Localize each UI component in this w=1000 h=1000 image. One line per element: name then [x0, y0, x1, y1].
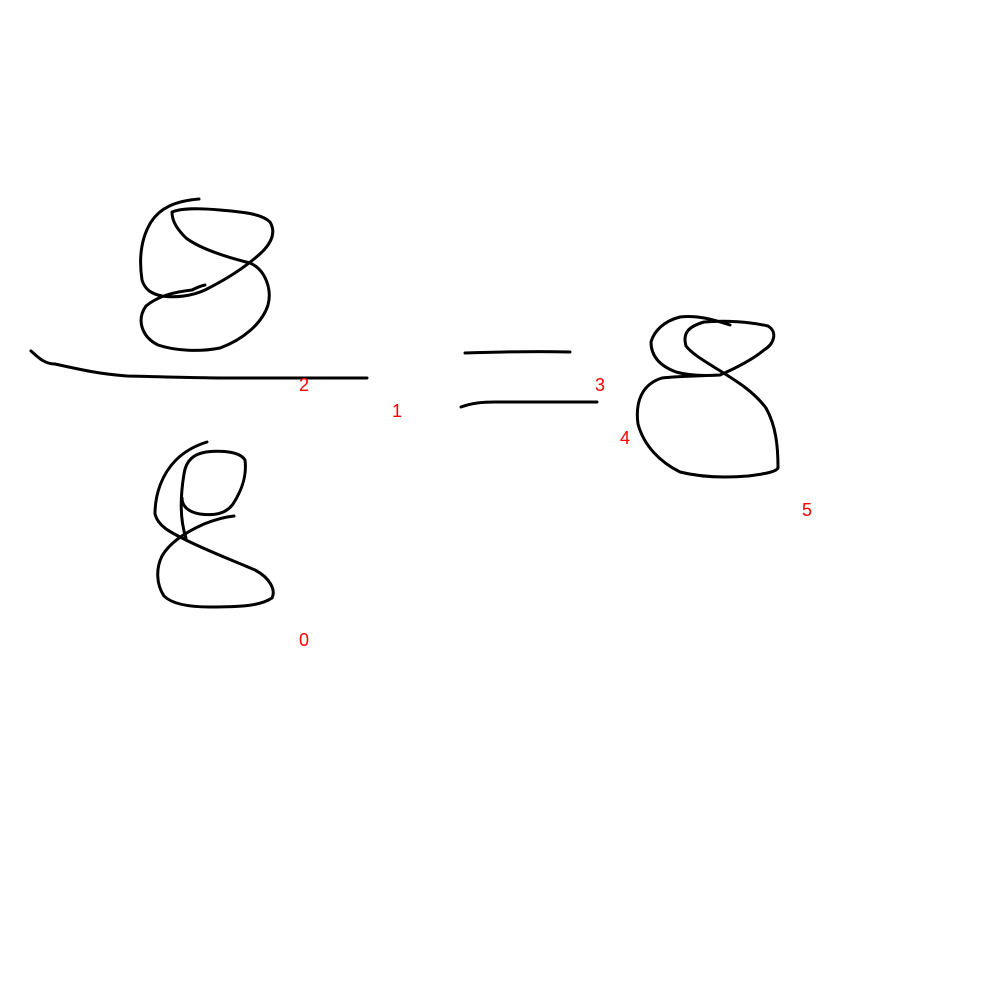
equals-bottom-stroke — [459, 400, 599, 409]
stroke-index-3: 3 — [595, 375, 606, 395]
equals-top-stroke — [463, 350, 572, 355]
stroke-index-0: 0 — [299, 630, 310, 650]
stroke-index-1: 1 — [392, 401, 403, 421]
result-eight-stroke — [635, 315, 780, 479]
stroke-index-5: 5 — [802, 500, 813, 520]
denominator-eight-stroke — [153, 440, 275, 609]
stroke-index-2: 2 — [299, 375, 310, 395]
numerator-eight-stroke — [139, 197, 275, 352]
stroke-index-4: 4 — [620, 428, 631, 448]
fraction-bar-stroke — [29, 349, 369, 380]
